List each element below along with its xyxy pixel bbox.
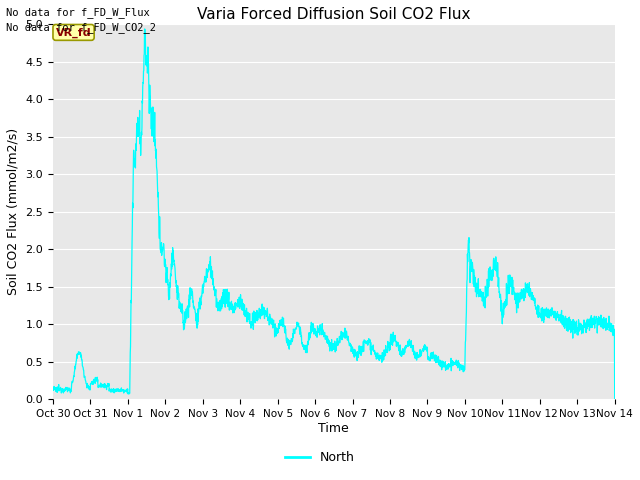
Text: No data for f_FD_W_Flux: No data for f_FD_W_Flux	[6, 7, 150, 18]
X-axis label: Time: Time	[319, 421, 349, 435]
Text: VR_fd: VR_fd	[56, 27, 92, 37]
Title: Varia Forced Diffusion Soil CO2 Flux: Varia Forced Diffusion Soil CO2 Flux	[197, 7, 470, 22]
Text: No data for f_FD_W_CO2_2: No data for f_FD_W_CO2_2	[6, 22, 156, 33]
Legend: North: North	[280, 446, 360, 469]
Y-axis label: Soil CO2 Flux (mmol/m2/s): Soil CO2 Flux (mmol/m2/s)	[7, 128, 20, 295]
